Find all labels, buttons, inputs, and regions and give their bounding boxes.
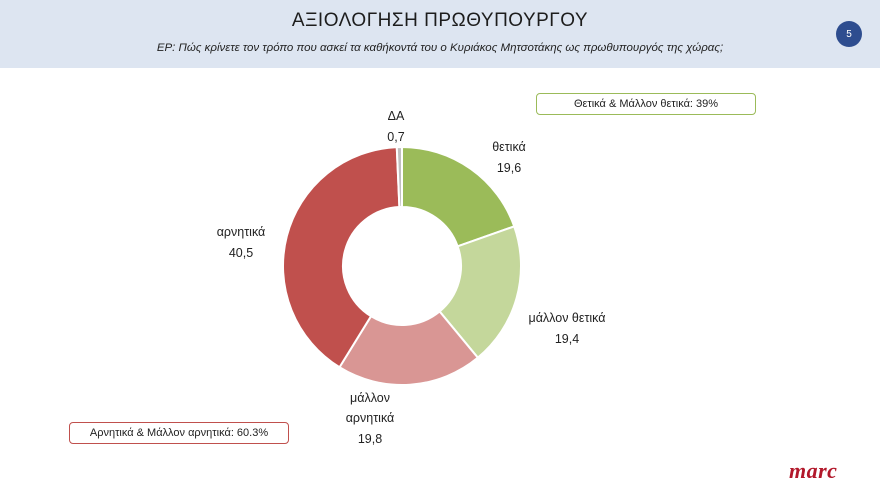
slice-label-2: μάλλον bbox=[350, 391, 390, 405]
slice-2 bbox=[338, 310, 480, 386]
donut-slices bbox=[282, 145, 522, 386]
slice-value-2: 19,8 bbox=[358, 432, 382, 446]
slice-value-3: 40,5 bbox=[229, 246, 253, 260]
negative-summary-box: Αρνητικά & Μάλλον αρνητικά: 60.3% bbox=[69, 422, 289, 444]
slice-4 bbox=[395, 145, 403, 209]
page-number-badge: 5 bbox=[836, 21, 862, 47]
slice-3 bbox=[282, 146, 401, 369]
page-title: ΑΞΙΟΛΟΓΗΣΗ ΠΡΩΘΥΠΟΥΡΓΟΥ bbox=[291, 10, 589, 31]
slice-label-4: ΔΑ bbox=[388, 109, 405, 123]
slice-label-0: θετικά bbox=[492, 140, 526, 154]
slice-label-1: μάλλον θετικά bbox=[529, 311, 606, 325]
slice-0 bbox=[401, 145, 516, 248]
marc-logo: marc bbox=[789, 458, 838, 483]
slice-value-1: 19,4 bbox=[555, 332, 579, 346]
header-bar: ΑΞΙΟΛΟΓΗΣΗ ΠΡΩΘΥΠΟΥΡΓΟΥ ΕΡ: Πώς κρίνετε … bbox=[0, 0, 880, 68]
slice-label-2-line2: αρνητικά bbox=[346, 411, 395, 425]
slice-label-3: αρνητικά bbox=[217, 225, 266, 239]
slice-labels: θετικά 19,6 μάλλον θετικά 19,4 μάλλον αρνητικ… bbox=[217, 109, 606, 446]
question-subtitle: ΕΡ: Πώς κρίνετε τον τρόπο που ασκεί τα κ… bbox=[156, 42, 724, 54]
positive-summary-box: Θετικά & Μάλλον θετικά: 39% bbox=[536, 93, 756, 115]
slice-value-4: 0,7 bbox=[387, 130, 404, 144]
slice-value-0: 19,6 bbox=[497, 161, 521, 175]
